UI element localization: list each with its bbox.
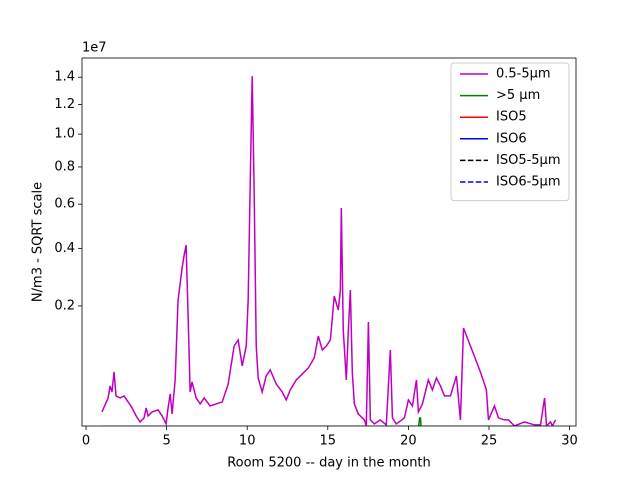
y-tick-label: 0.2 bbox=[54, 298, 75, 313]
x-tick-label: 25 bbox=[481, 434, 498, 449]
legend-label: ISO5 bbox=[496, 110, 527, 125]
legend-label: ISO6-5µm bbox=[496, 175, 561, 190]
plot-frame bbox=[81, 57, 577, 427]
x-tick-label: 20 bbox=[400, 434, 417, 449]
x-axis-label: Room 5200 -- day in the month bbox=[227, 456, 431, 471]
legend-label: >5 µm bbox=[496, 88, 540, 103]
series-line bbox=[101, 76, 557, 426]
y-axis-label: N/m3 - SQRT scale bbox=[31, 182, 46, 302]
y-tick-label: 0.8 bbox=[54, 159, 75, 174]
y-tick-label: 1.4 bbox=[54, 70, 75, 85]
legend-box bbox=[450, 62, 570, 202]
x-tick-label: 5 bbox=[162, 434, 170, 449]
y-tick-label: 1.0 bbox=[54, 127, 75, 142]
y-tick-label: 0.6 bbox=[54, 197, 75, 212]
y-tick-label: 1.2 bbox=[54, 97, 75, 112]
legend-label: ISO5-5µm bbox=[496, 153, 561, 168]
x-tick-label: 15 bbox=[320, 434, 337, 449]
y-offset-label: 1e7 bbox=[82, 41, 107, 56]
plot-area bbox=[101, 76, 557, 426]
x-tick-label: 0 bbox=[82, 434, 90, 449]
series-line bbox=[417, 417, 422, 426]
y-tick-label: 0.4 bbox=[54, 241, 75, 256]
x-tick-label: 30 bbox=[561, 434, 578, 449]
x-tick-label: 10 bbox=[239, 434, 256, 449]
legend-label: 0.5-5µm bbox=[496, 67, 551, 82]
legend-label: ISO6 bbox=[496, 131, 527, 146]
